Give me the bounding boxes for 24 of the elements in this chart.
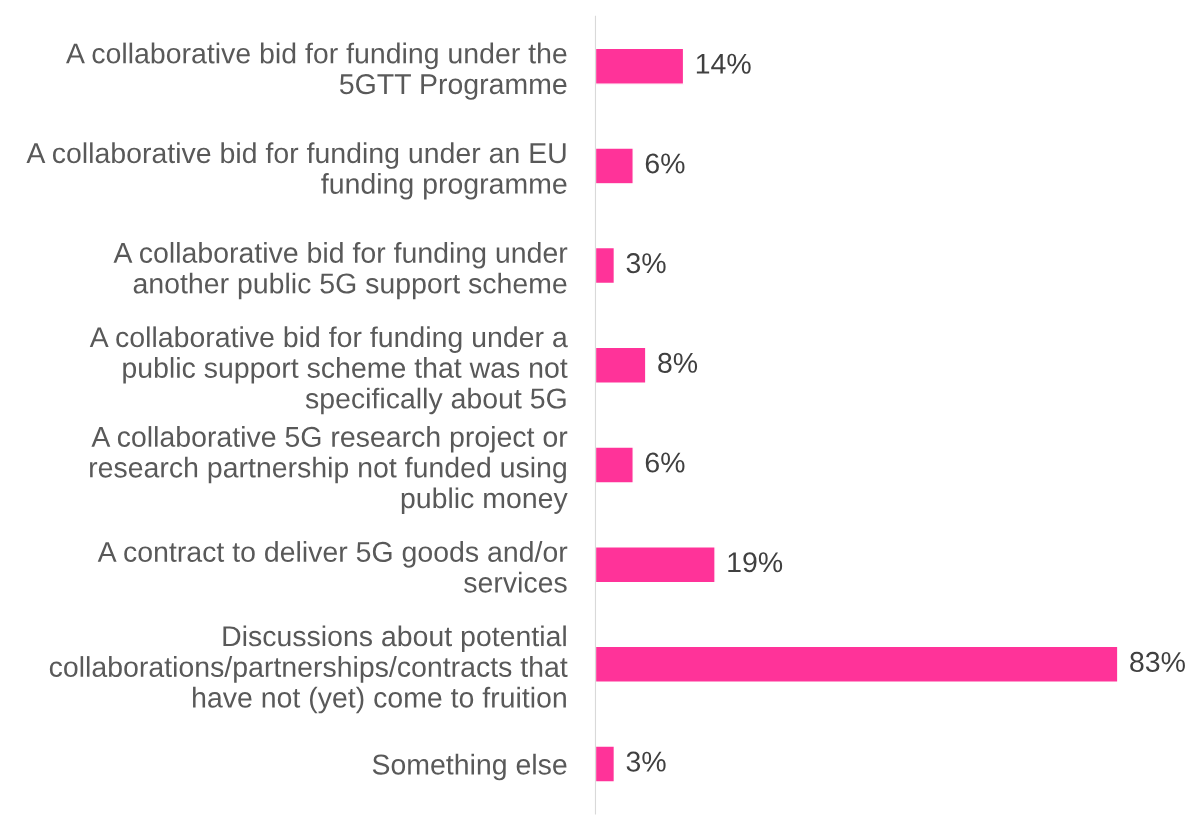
bar — [595, 645, 1119, 684]
bar — [595, 546, 716, 584]
data-label: 3% — [626, 751, 666, 772]
bar — [595, 246, 616, 285]
y-tick-label: A collaborative bid for funding under another public 5G support scheme — [113, 242, 568, 300]
y-tick-label: A collaborative 5G research project or research partnership not funded using public money — [90, 426, 568, 514]
data-label: 3% — [626, 253, 666, 274]
data-label: 19% — [728, 552, 783, 573]
y-tick-label: Discussions about potential collaborations/partnerships/contracts that have not (yet) come to fruition — [49, 625, 568, 714]
data-label: 8% — [658, 352, 698, 373]
bar — [595, 446, 634, 484]
bar — [595, 47, 685, 85]
data-label: 6% — [645, 153, 685, 174]
bar — [595, 147, 634, 185]
bar — [595, 745, 616, 783]
data-label: 14% — [696, 53, 751, 74]
y-tick-label: A contract to deliver 5G goods and/or services — [97, 541, 568, 593]
y-tick-label: Something else — [372, 753, 567, 781]
y-tick-label: A collaborative bid for funding under an EU funding programme — [26, 142, 567, 200]
data-label: 6% — [645, 452, 685, 473]
bar — [595, 346, 647, 384]
data-label: 83% — [1130, 651, 1185, 673]
y-tick-label: A collaborative bid for funding under a public support scheme that was not specifically about 5G — [89, 326, 568, 415]
y-tick-label: A collaborative bid for funding under the 5GTT Programme — [66, 42, 567, 100]
